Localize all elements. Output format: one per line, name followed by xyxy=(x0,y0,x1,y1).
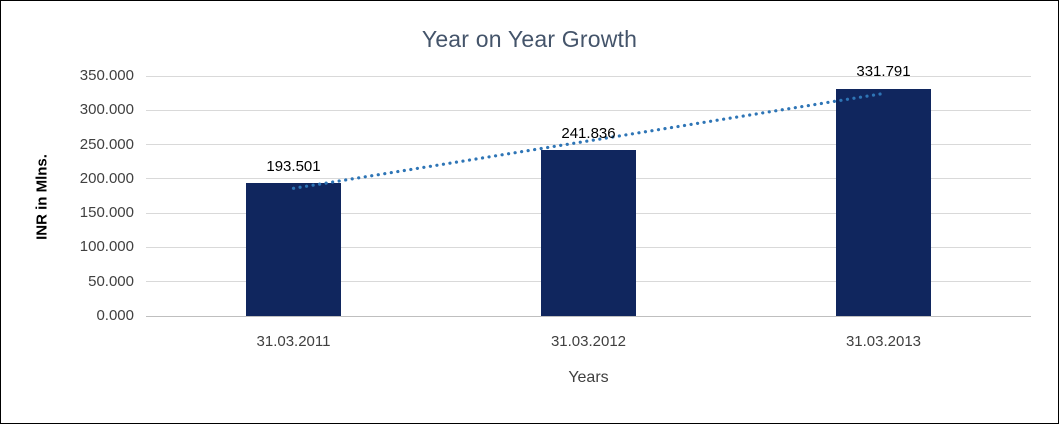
y-tick-label: 50.000 xyxy=(88,272,134,290)
y-tick-label: 350.000 xyxy=(79,67,134,84)
x-axis-title: Years xyxy=(568,369,609,386)
gridline xyxy=(146,75,1031,77)
y-axis-title: INR in Mlns. xyxy=(33,154,51,240)
bar xyxy=(836,88,931,316)
x-axis-line xyxy=(146,315,1031,317)
y-tick-label: 200.000 xyxy=(79,169,134,187)
bar-value-label: 331.791 xyxy=(856,63,911,81)
bar xyxy=(246,183,341,316)
bar xyxy=(541,150,636,316)
y-tick-label: 250.000 xyxy=(79,135,134,153)
y-tick-label: 0.000 xyxy=(96,307,134,324)
plot-area xyxy=(146,75,1031,317)
bar-value-label: 241.836 xyxy=(561,125,616,143)
bar-value-label: 193.501 xyxy=(266,158,321,176)
y-tick-label: 300.000 xyxy=(79,101,134,119)
y-tick-label: 100.000 xyxy=(79,238,134,256)
x-tick-label: 31.03.2011 xyxy=(256,333,331,350)
x-tick-label: 31.03.2013 xyxy=(845,333,922,350)
y-tick-label: 150.000 xyxy=(79,204,134,222)
x-tick-label: 31.03.2012 xyxy=(550,333,627,350)
chart-title: Year on Year Growth xyxy=(421,26,638,52)
